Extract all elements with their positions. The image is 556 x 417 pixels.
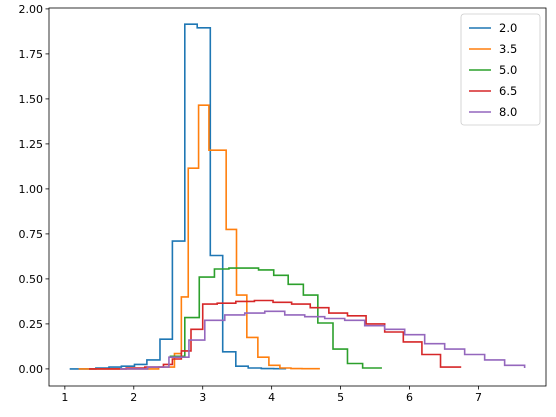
plot-area — [69, 23, 526, 370]
y-tick-label: 1.00 — [19, 183, 44, 196]
plot-frame — [48, 7, 547, 387]
series-line-6-5 — [88, 299, 462, 370]
y-tick-label: 0.25 — [19, 318, 44, 331]
legend-label: 8.0 — [499, 105, 517, 119]
y-tick-label: 1.50 — [19, 93, 44, 106]
series-line-5-0 — [169, 267, 382, 369]
y-tick-label: 1.75 — [19, 48, 44, 61]
y-tick-label: 0.00 — [19, 363, 44, 376]
x-tick-label: 3 — [199, 391, 206, 404]
legend-label: 5.0 — [499, 63, 517, 77]
y-tick-label: 0.50 — [19, 273, 44, 286]
series-line-2-0 — [69, 23, 287, 370]
legend: 2.0 3.5 5.0 6.5 8.0 — [460, 13, 541, 126]
legend-label: 3.5 — [499, 42, 517, 56]
y-tick-label: 2.00 — [19, 3, 44, 16]
legend-box — [460, 13, 541, 126]
legend-label: 6.5 — [499, 84, 517, 98]
x-tick-label: 6 — [406, 391, 413, 404]
x-axis: 1 2 3 4 5 6 7 — [61, 386, 482, 404]
x-tick-label: 1 — [61, 391, 68, 404]
y-axis: 0.00 0.25 0.50 0.75 1.00 1.25 1.50 1.75 2.00 — [19, 3, 49, 376]
y-tick-label: 1.25 — [19, 138, 44, 151]
series-line-8-0 — [120, 310, 526, 370]
x-tick-label: 5 — [337, 391, 344, 404]
y-tick-label: 0.75 — [19, 228, 44, 241]
x-tick-label: 7 — [475, 391, 482, 404]
x-tick-label: 2 — [130, 391, 137, 404]
legend-label: 2.0 — [499, 21, 517, 35]
x-tick-label: 4 — [268, 391, 275, 404]
